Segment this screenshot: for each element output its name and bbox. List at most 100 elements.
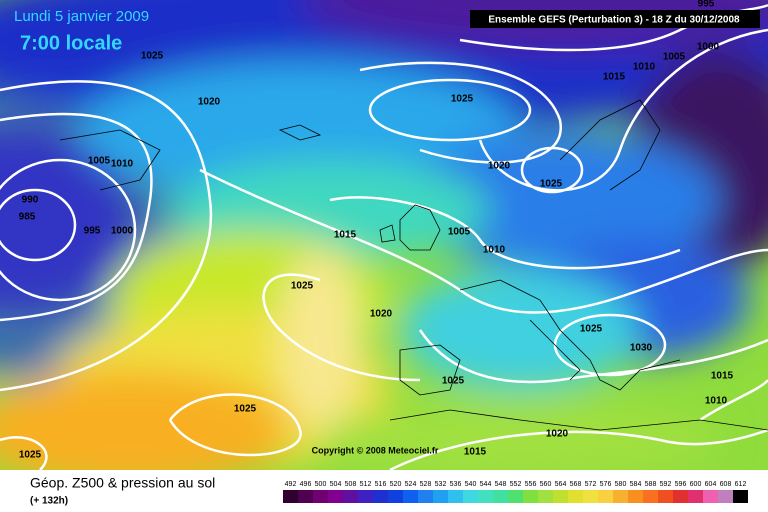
legend-swatch	[643, 490, 658, 503]
legend-label: 564	[555, 481, 567, 488]
isobar-label: 1010	[705, 396, 728, 407]
legend-swatch	[433, 490, 448, 503]
legend-swatch	[688, 490, 703, 503]
legend-swatch	[493, 490, 508, 503]
legend-label: 544	[480, 481, 492, 488]
isobar-label: 1020	[488, 161, 511, 172]
coastlines	[59, 99, 768, 431]
legend-label: 548	[495, 481, 507, 488]
isobar-label: 1005	[663, 52, 686, 63]
legend-swatch	[418, 490, 433, 503]
legend-label: 560	[540, 481, 552, 488]
legend-swatch	[553, 490, 568, 503]
legend-swatch	[583, 490, 598, 503]
legend-swatch	[283, 490, 298, 503]
isobar-label: 1025	[540, 179, 563, 190]
isobar-label: 1000	[697, 42, 720, 53]
isobar-label: 1025	[580, 324, 603, 335]
isobar-label: 995	[84, 226, 101, 237]
isobar-label: 1025	[234, 404, 257, 415]
isobar-label: 1025	[451, 94, 474, 105]
legend-swatch	[658, 490, 673, 503]
isobar-label: 1020	[546, 429, 569, 440]
legend-swatch	[628, 490, 643, 503]
local-time: 7:00 locale	[20, 32, 122, 54]
legend-swatch	[358, 490, 373, 503]
isobar-label: 1020	[370, 309, 393, 320]
isobar-label: 1025	[291, 281, 314, 292]
legend-swatch	[328, 490, 343, 503]
isobar-label: 1000	[111, 226, 134, 237]
field	[0, 0, 768, 470]
footer-lead: (+ 132h)	[30, 496, 68, 507]
legend-label: 496	[300, 481, 312, 488]
isobar-label: 1025	[141, 51, 164, 62]
isobar-label: 990	[22, 195, 39, 206]
legend-label: 500	[315, 481, 327, 488]
legend-label: 584	[630, 481, 642, 488]
isobar-label: 1015	[711, 371, 734, 382]
legend-label: 588	[645, 481, 657, 488]
isobar-label: 1020	[198, 97, 221, 108]
legend-swatch	[463, 490, 478, 503]
legend-swatch	[298, 490, 313, 503]
legend-label: 608	[720, 481, 732, 488]
legend-swatch	[718, 490, 733, 503]
legend-swatch	[403, 490, 418, 503]
legend-swatch	[523, 490, 538, 503]
legend-label: 508	[345, 481, 357, 488]
date: Lundi 5 janvier 2009	[14, 8, 149, 25]
legend-swatch	[448, 490, 463, 503]
run-info: Ensemble GEFS (Perturbation 3) - 18 Z du…	[488, 15, 740, 26]
legend-label: 492	[285, 481, 297, 488]
legend-label: 600	[690, 481, 702, 488]
legend-label: 516	[375, 481, 387, 488]
isobar-label: 1030	[630, 343, 653, 354]
legend-label: 596	[675, 481, 687, 488]
legend-label: 512	[360, 481, 372, 488]
legend-label: 504	[330, 481, 342, 488]
isobar-label: 1010	[111, 159, 134, 170]
isobar-label: 1005	[448, 227, 471, 238]
legend-label: 604	[705, 481, 717, 488]
legend-swatch	[388, 490, 403, 503]
legend-swatch	[538, 490, 553, 503]
legend-label: 536	[450, 481, 462, 488]
legend-label: 592	[660, 481, 672, 488]
isobar-label: 1010	[483, 245, 506, 256]
isobar-label: 1005	[88, 156, 111, 167]
legend-swatch	[673, 490, 688, 503]
legend-label: 576	[600, 481, 612, 488]
isobar-label: 985	[19, 212, 36, 223]
legend-label: 580	[615, 481, 627, 488]
isobar-label: 1010	[633, 62, 656, 73]
isobars	[0, 3, 768, 470]
isobar-label: 1015	[603, 72, 626, 83]
isobar-label: 1015	[334, 230, 357, 241]
footer-title: Géop. Z500 & pression au sol	[30, 475, 215, 491]
run-box	[470, 10, 760, 28]
legend-swatch	[568, 490, 583, 503]
legend-label: 572	[585, 481, 597, 488]
legend-label: 528	[420, 481, 432, 488]
legend-swatch	[703, 490, 718, 503]
legend-label: 532	[435, 481, 447, 488]
isobar-label: 1015	[464, 447, 487, 458]
legend-label: 524	[405, 481, 417, 488]
isobar-label: 995	[698, 0, 715, 10]
legend-label: 520	[390, 481, 402, 488]
legend-swatch	[733, 490, 748, 503]
legend-swatch	[313, 490, 328, 503]
isobar-label: 1025	[442, 376, 465, 387]
legend-swatch	[598, 490, 613, 503]
legend-swatch	[373, 490, 388, 503]
legend-swatch	[508, 490, 523, 503]
legend-swatch	[478, 490, 493, 503]
legend-label: 568	[570, 481, 582, 488]
copyright: Copyright © 2008 Meteociel.fr	[312, 445, 439, 455]
legend-label: 612	[735, 481, 747, 488]
legend-swatch	[343, 490, 358, 503]
legend-swatch	[613, 490, 628, 503]
isobar-label: 1025	[19, 450, 42, 461]
